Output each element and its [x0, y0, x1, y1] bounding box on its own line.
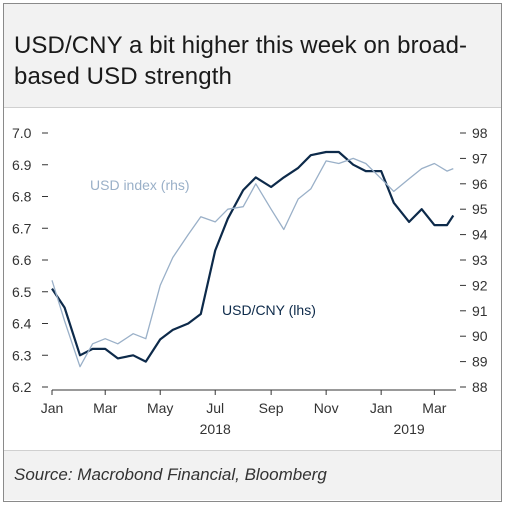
- x-year-label: 2019: [394, 421, 425, 437]
- y-right-tick-label: 94: [472, 227, 488, 243]
- usd-index-series-line: [51, 157, 454, 368]
- x-tick-label: Jan: [41, 400, 64, 416]
- x-tick-label: Nov: [314, 400, 339, 416]
- y-right-tick-label: 97: [472, 150, 488, 166]
- source-note: Source: Macrobond Financial, Bloomberg: [14, 465, 327, 484]
- x-tick-label: Sep: [259, 400, 284, 416]
- x-tick-label: Mar: [422, 400, 446, 416]
- chart-area: 6.2 6.3 6.4 6.5 6.6 6.7 6.8 6.9 7.0 88 89 90 91 92 93 9…: [4, 108, 501, 450]
- usdcny-series-line: [51, 150, 455, 363]
- y-right-tick-label: 92: [472, 277, 488, 293]
- usdcny-series-label: USD/CNY (lhs): [222, 302, 316, 318]
- x-year-label: 2018: [200, 421, 231, 437]
- y-left-tick-label: 6.6: [12, 252, 32, 268]
- y-right-tick-label: 95: [472, 201, 488, 217]
- y-right-tick-label: 88: [472, 379, 488, 395]
- y-left-tick-label: 6.8: [12, 189, 32, 205]
- y-left-tick-label: 6.3: [12, 347, 32, 363]
- line-chart: 6.2 6.3 6.4 6.5 6.6 6.7 6.8 6.9 7.0 88 89 90 91 92 93 9…: [12, 125, 488, 437]
- y-right-tick-label: 96: [472, 176, 488, 192]
- x-tick-label: Jan: [370, 400, 393, 416]
- y-left-tick-label: 7.0: [12, 125, 32, 141]
- x-tick-label: Mar: [93, 400, 117, 416]
- title-band: USD/CNY a bit higher this week on broad-…: [4, 4, 501, 108]
- x-tick-label: Jul: [206, 400, 224, 416]
- y-left-tick-label: 6.4: [12, 316, 32, 332]
- y-right-tick-label: 98: [472, 125, 488, 141]
- y-right-tick-label: 89: [472, 354, 488, 370]
- chart-card: USD/CNY a bit higher this week on broad-…: [3, 3, 502, 502]
- y-left-tick-label: 6.2: [12, 379, 32, 395]
- x-tick-label: May: [147, 400, 173, 416]
- y-right-tick-label: 93: [472, 252, 488, 268]
- y-left-tick-label: 6.7: [12, 220, 32, 236]
- chart-title: USD/CNY a bit higher this week on broad-…: [14, 32, 468, 90]
- y-right-tick-label: 91: [472, 303, 488, 319]
- y-right-tick-label: 90: [472, 328, 488, 344]
- source-band: Source: Macrobond Financial, Bloomberg: [4, 450, 501, 500]
- usd-index-series-label: USD index (rhs): [90, 177, 190, 193]
- y-left-tick-label: 6.5: [12, 284, 32, 300]
- y-left-tick-label: 6.9: [12, 157, 32, 173]
